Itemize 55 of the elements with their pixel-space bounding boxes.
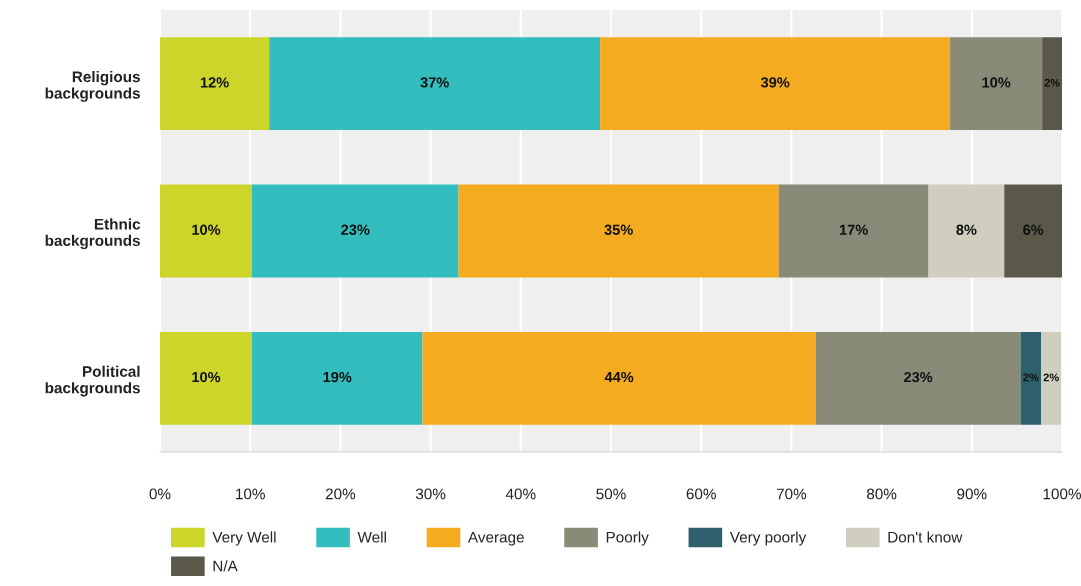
y-tick-label: Religious backgrounds xyxy=(45,70,140,102)
x-tick-label: 90% xyxy=(957,488,987,500)
data-label: 10% xyxy=(982,77,1011,88)
bar xyxy=(160,331,252,425)
x-tick-label: 20% xyxy=(325,488,356,500)
legend-label: Very Well xyxy=(212,531,276,546)
data-label: 37% xyxy=(420,77,449,88)
y-tick-label: Ethnic backgrounds xyxy=(45,218,141,250)
y-tick-label: Political backgrounds xyxy=(45,365,140,397)
x-tick-label: 80% xyxy=(866,488,897,500)
x-tick-label: 0% xyxy=(149,488,171,500)
x-tick-label: 60% xyxy=(686,488,716,500)
x-tick-label: 100% xyxy=(1043,488,1081,500)
bar xyxy=(458,184,779,278)
bar xyxy=(269,37,601,131)
data-label: 19% xyxy=(323,371,352,383)
legend-label: Average xyxy=(467,531,524,546)
data-label: 39% xyxy=(760,77,790,88)
legend-label: Well xyxy=(357,531,386,543)
x-tick-label: 40% xyxy=(505,488,536,500)
bar xyxy=(950,37,1043,131)
bar xyxy=(252,184,459,278)
x-tick-label: 10% xyxy=(236,488,265,500)
data-label: 23% xyxy=(904,371,933,383)
x-tick-label: 30% xyxy=(415,488,446,500)
bar xyxy=(1004,184,1062,278)
x-tick-label: 70% xyxy=(776,488,807,500)
data-label: 44% xyxy=(604,371,634,383)
bar xyxy=(1020,331,1042,425)
bar xyxy=(160,37,270,131)
data-label: 10% xyxy=(192,224,221,235)
bar xyxy=(815,331,1021,425)
legend-label: Very poorly xyxy=(729,531,807,546)
data-label: 2% xyxy=(1023,373,1039,382)
data-label: 17% xyxy=(839,224,868,235)
bar xyxy=(252,331,423,425)
data-label: 12% xyxy=(200,77,229,88)
bar xyxy=(1041,331,1062,425)
data-label: 8% xyxy=(956,224,977,235)
bar xyxy=(928,184,1005,278)
data-label: 10% xyxy=(192,371,221,383)
legend-label: Don't know xyxy=(888,531,963,543)
legend-label: N/A xyxy=(213,560,238,572)
data-label: 6% xyxy=(1023,224,1044,235)
bar xyxy=(778,184,929,278)
bar xyxy=(160,184,252,278)
bar xyxy=(1042,37,1062,131)
data-label: 2% xyxy=(1044,78,1060,87)
bar xyxy=(600,37,951,131)
legend-label: Poorly xyxy=(606,531,649,546)
data-label: 35% xyxy=(604,224,633,235)
data-label: 2% xyxy=(1043,373,1059,382)
bar xyxy=(422,331,816,425)
x-tick-label: 50% xyxy=(596,488,626,500)
data-label: 23% xyxy=(341,224,370,235)
